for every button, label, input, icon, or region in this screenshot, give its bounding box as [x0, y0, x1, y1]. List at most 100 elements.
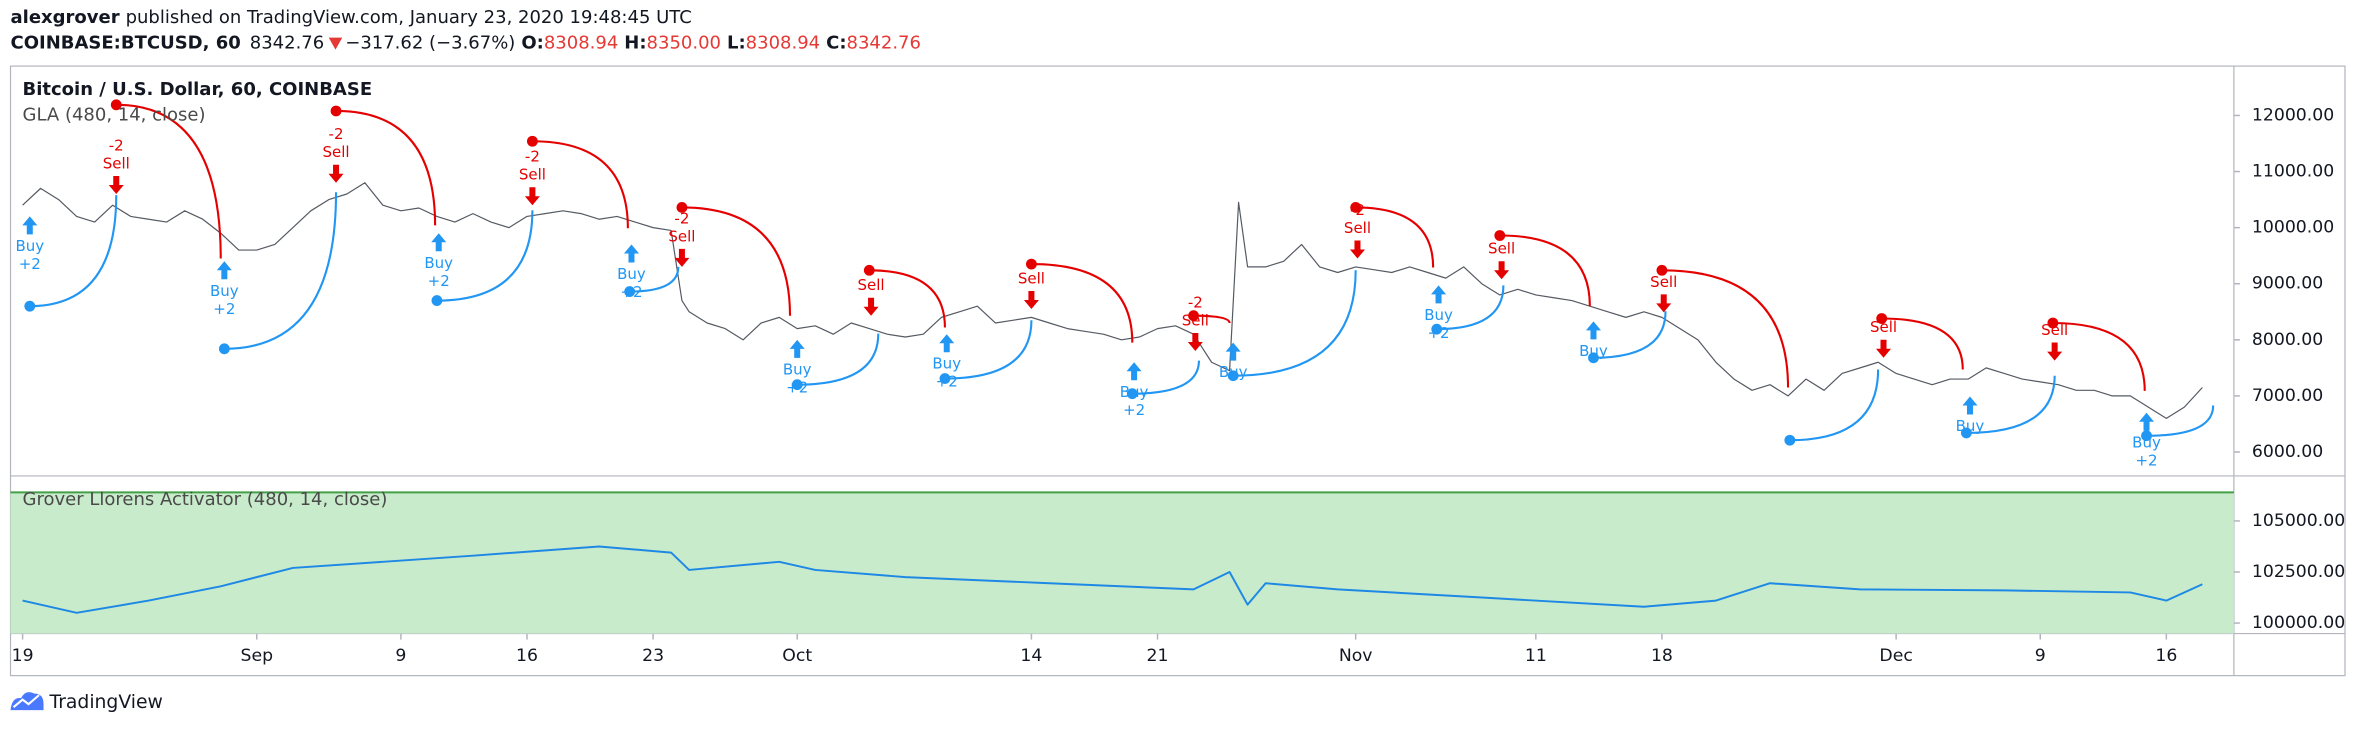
- signal-arrow: [1962, 396, 1978, 415]
- signal-label: Sell: [1344, 219, 1371, 237]
- activator-start-dot: [1126, 388, 1138, 400]
- activator-start-dot: [1431, 323, 1443, 335]
- activator-segment: [1193, 314, 1231, 324]
- x-tick-label: 19: [12, 646, 34, 666]
- activator-segment: [1593, 311, 1667, 359]
- signal-label: Buy: [210, 282, 239, 300]
- close-value: 8342.76: [847, 33, 921, 54]
- activator-start-dot: [863, 264, 875, 276]
- low-value: 8308.94: [746, 33, 820, 54]
- tradingview-logo: [10, 692, 44, 711]
- signal-label: Sell: [322, 143, 349, 161]
- x-tick-label: 23: [642, 646, 664, 666]
- signal-arrow: [939, 334, 955, 353]
- last-price: 8342.76: [250, 33, 324, 54]
- signal-label: Sell: [519, 166, 546, 184]
- y-tick-label: 12000.00: [2252, 105, 2334, 125]
- activator-start-dot: [2141, 430, 2152, 442]
- y-tick-label: 7000.00: [2252, 386, 2323, 406]
- signal-arrow: [1187, 333, 1203, 352]
- activator-segment: [1355, 206, 1435, 268]
- activator-segment: [2052, 321, 2146, 391]
- logo-line: [12, 694, 40, 708]
- activator-start-dot: [1350, 202, 1362, 213]
- plot-layer: 6000.00 7000.00 8000.00 9000.00 10000.00 1100…: [10, 99, 2345, 666]
- author: alexgrover: [11, 7, 120, 28]
- signal-arrow: [1656, 294, 1672, 313]
- activator-start-dot: [431, 295, 443, 306]
- indicator-legend: GLA (480, 14, close): [23, 105, 206, 126]
- activator-start-dot: [1188, 310, 1199, 322]
- signal-arrow: [1494, 261, 1510, 280]
- signal-label: Buy: [15, 237, 44, 255]
- x-tick-label: 14: [1020, 646, 1042, 666]
- activator-start-dot: [24, 300, 36, 312]
- activator-segment: [1881, 317, 1964, 370]
- activator-segment: [1233, 270, 1357, 377]
- signal-amount: -2: [329, 125, 344, 143]
- signal-amount: +2: [936, 373, 958, 391]
- signal-amount: +2: [428, 272, 450, 290]
- oscillator-title: Grover Llorens Activator (480, 14, close…: [23, 489, 388, 510]
- series-line: [22, 182, 2203, 419]
- open-label: O:: [521, 33, 544, 54]
- x-tick-label: 11: [1525, 646, 1547, 666]
- activator-segment: [1132, 360, 1200, 395]
- signal-arrow: [623, 244, 639, 263]
- signal-arrow: [22, 216, 38, 235]
- signal-label: Buy: [1219, 363, 1248, 381]
- signal-amount: +2: [213, 300, 235, 318]
- activator-start-dot: [676, 202, 688, 213]
- x-tick-label: Dec: [1879, 646, 1912, 666]
- activator-start-dot: [1026, 258, 1037, 270]
- signal-label: Sell: [1182, 312, 1209, 330]
- activator-segment: [1966, 375, 2056, 434]
- activator-start-dot: [218, 343, 230, 355]
- signal-arrow: [524, 187, 540, 206]
- symbol: COINBASE:BTCUSD, 60: [11, 33, 241, 54]
- x-tick-label: 9: [395, 646, 406, 666]
- activator-start-dot: [791, 379, 803, 391]
- price-title: Bitcoin / U.S. Dollar, 60, COINBASE: [23, 79, 373, 100]
- activator-segment: [797, 333, 880, 386]
- activator-segment: [532, 140, 629, 229]
- signal-label: Buy: [1579, 342, 1608, 360]
- y-tick-label: 8000.00: [2252, 330, 2323, 350]
- signal-amount: -2: [525, 148, 540, 166]
- level-fill: [10, 492, 2234, 634]
- chart-frame: [9, 65, 2346, 677]
- x-tick-label: Nov: [1339, 646, 1373, 666]
- activator-start-dot: [2047, 317, 2059, 329]
- activator-segment: [1031, 263, 1134, 343]
- activator-segment: [629, 266, 680, 293]
- activator-start-dot: [1588, 352, 1599, 364]
- signal-amount: -2: [674, 209, 689, 227]
- activator-start-dot: [1960, 427, 1972, 439]
- signal-label: Buy: [1120, 383, 1149, 401]
- activator-start-dot: [526, 135, 538, 147]
- x-tick-label: Oct: [782, 646, 812, 666]
- signal-label: Sell: [1488, 240, 1515, 258]
- x-tick-label: 16: [2155, 646, 2177, 666]
- signal-arrow: [1023, 290, 1039, 309]
- signal-amount: +2: [1427, 324, 1449, 342]
- y-tick-label: 100000.00: [2252, 613, 2345, 633]
- signal-amount: +2: [786, 378, 808, 396]
- signal-label: Sell: [858, 276, 885, 294]
- x-tick-label: 9: [2035, 646, 2046, 666]
- signal-amount: +2: [1123, 401, 1145, 419]
- activator-segment: [681, 206, 792, 316]
- activator-segment: [1789, 369, 1880, 442]
- activator-segment: [1436, 285, 1505, 331]
- y-tick-label: 11000.00: [2252, 162, 2334, 182]
- change: −317.62 (−3.67%): [345, 33, 515, 54]
- signal-label: Sell: [668, 227, 695, 245]
- signal-label: Buy: [617, 265, 646, 283]
- brand: TradingView: [49, 692, 163, 713]
- signal-arrow: [1585, 321, 1601, 340]
- activator-segment: [869, 269, 946, 328]
- series-line: [22, 545, 2203, 614]
- signal-label: Buy: [1424, 306, 1453, 324]
- activator-segment: [116, 103, 222, 259]
- x-tick-label: 16: [516, 646, 538, 666]
